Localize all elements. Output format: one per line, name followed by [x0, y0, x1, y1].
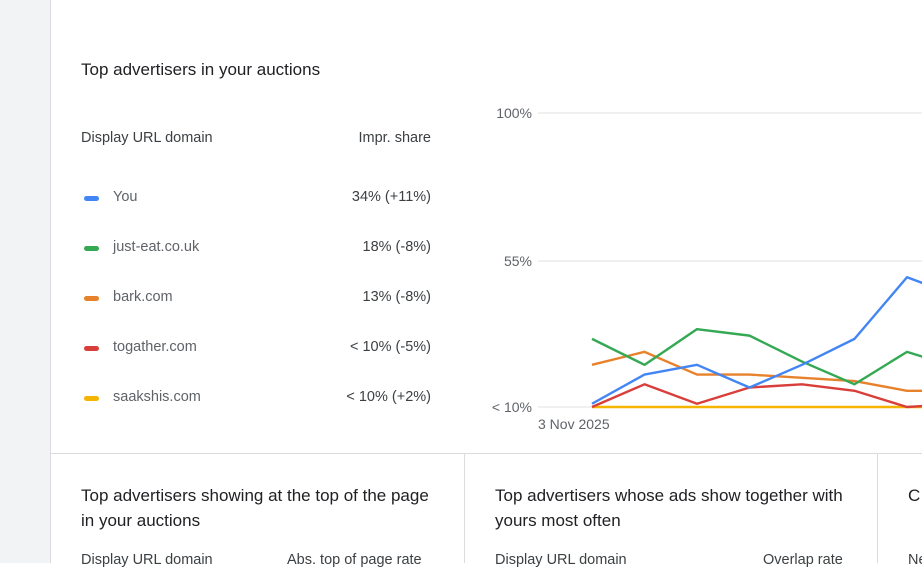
card-title-overlap: Top advertisers whose ads show together … — [495, 486, 843, 530]
advertiser-row[interactable]: You 34% (+11%) — [81, 187, 431, 211]
impression-share-value: < 10% (-5%) — [350, 339, 431, 355]
card-divider — [877, 454, 878, 563]
impression-share-value: 13% (-8%) — [362, 289, 432, 305]
series-color-swatch — [84, 196, 99, 201]
series-color-swatch — [84, 396, 99, 401]
column-header-domain[interactable]: Display URL domain — [81, 130, 213, 146]
column-header-abs-top-rate[interactable]: Abs. top of page rate — [287, 552, 422, 568]
column-header-partial[interactable]: Ne — [908, 552, 922, 568]
y-tick-label: 55% — [504, 253, 532, 269]
advertiser-row[interactable]: togather.com < 10% (-5%) — [81, 337, 431, 361]
advertiser-row[interactable]: saakshis.com < 10% (+2%) — [81, 387, 431, 411]
column-header-overlap-rate[interactable]: Overlap rate — [763, 552, 843, 568]
advertiser-domain: bark.com — [113, 289, 173, 305]
y-tick-label: < 10% — [492, 399, 532, 415]
column-header-impr-share[interactable]: Impr. share — [358, 130, 431, 146]
top-advertisers-card — [51, 0, 922, 453]
advertiser-domain: just-eat.co.uk — [113, 239, 200, 255]
series-line-togather-com[interactable] — [591, 383, 922, 409]
impression-share-value: 18% (-8%) — [362, 239, 432, 255]
section-title: Top advertisers in your auctions — [81, 60, 321, 79]
card-title-partial: C — [908, 486, 921, 505]
card-title-top-of-page: Top advertisers showing at the top of th… — [81, 486, 429, 530]
impression-share-chart[interactable]: 100% 55% < 10% 3 Nov 2025 — [470, 95, 922, 435]
left-gutter — [0, 0, 51, 563]
chart-svg: 100% 55% < 10% 3 Nov 2025 — [492, 105, 922, 432]
advertiser-domain: togather.com — [113, 339, 197, 355]
series-color-swatch — [84, 246, 99, 251]
impression-share-value: 34% (+11%) — [351, 189, 431, 205]
series-color-swatch — [84, 296, 99, 301]
advertiser-domain: You — [113, 189, 138, 205]
advertiser-domain: saakshis.com — [113, 389, 201, 405]
section-divider — [51, 453, 922, 454]
advertiser-row[interactable]: just-eat.co.uk 18% (-8%) — [81, 237, 431, 261]
column-header-domain[interactable]: Display URL domain — [81, 552, 213, 568]
column-header-domain[interactable]: Display URL domain — [495, 552, 627, 568]
impression-share-value: < 10% (+2%) — [346, 389, 431, 405]
x-tick-label: 3 Nov 2025 — [538, 416, 610, 432]
series-line-just-eat-co-uk[interactable] — [591, 327, 922, 386]
series-color-swatch — [84, 346, 99, 351]
y-tick-label: 100% — [496, 105, 532, 121]
card-divider — [464, 454, 465, 563]
advertiser-row[interactable]: bark.com 13% (-8%) — [81, 287, 431, 311]
series-line-you[interactable] — [591, 276, 922, 405]
